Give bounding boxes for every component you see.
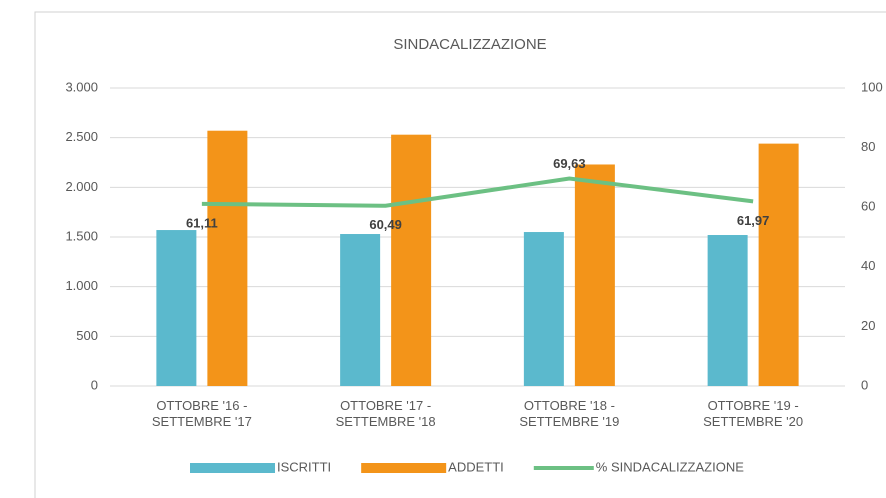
legend-label: ISCRITTI [277, 459, 331, 474]
bar [340, 234, 381, 386]
bar [707, 235, 748, 386]
bar [523, 232, 564, 386]
bar [758, 143, 799, 386]
bar [391, 134, 432, 386]
x-tick-label: OTTOBRE '16 - SETTEMBRE '17 [151, 398, 252, 429]
y2-tick-label: 100 [861, 79, 883, 94]
bar [207, 130, 248, 386]
data-label: 61,11 [186, 215, 218, 230]
y2-tick-label: 60 [861, 199, 875, 214]
x-tick-label: OTTOBRE '17 - SETTEMBRE '18 [335, 398, 436, 429]
y-tick-label: 2.500 [65, 129, 98, 144]
y-tick-label: 3.000 [65, 79, 98, 94]
y2-tick-label: 0 [861, 377, 868, 392]
bar [574, 164, 615, 386]
y-tick-label: 500 [76, 328, 98, 343]
x-tick-label: OTTOBRE '19 - SETTEMBRE '20 [703, 398, 804, 429]
y-tick-label: 1.000 [65, 278, 98, 293]
legend-label: % SINDACALIZZAZIONE [596, 459, 744, 474]
y2-tick-label: 20 [861, 318, 875, 333]
data-label: 60,49 [369, 217, 402, 232]
legend-swatch [361, 463, 447, 473]
line [201, 176, 754, 208]
x-tick-label: OTTOBRE '18 - SETTEMBRE '19 [519, 398, 620, 429]
chart-title: SINDACALIZZAZIONE [393, 36, 546, 53]
y-tick-label: 2.000 [65, 179, 98, 194]
legend-label: ADDETTI [448, 459, 504, 474]
legend-swatch [190, 463, 275, 473]
bar [156, 230, 197, 386]
chart-frame [34, 11, 886, 498]
y-tick-label: 1.500 [65, 228, 98, 243]
y2-tick-label: 80 [861, 139, 875, 154]
y-tick-label: 0 [91, 377, 98, 392]
data-label: 61,97 [737, 213, 770, 228]
y2-tick-label: 40 [861, 258, 875, 273]
data-label: 69,63 [553, 156, 586, 171]
